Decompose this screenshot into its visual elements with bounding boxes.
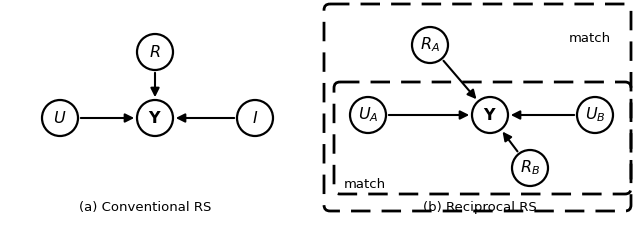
Circle shape: [472, 97, 508, 133]
Circle shape: [412, 27, 448, 63]
Circle shape: [512, 150, 548, 186]
Text: $\mathbf{Y}$: $\mathbf{Y}$: [483, 107, 497, 123]
Circle shape: [137, 34, 173, 70]
Text: $U_{B}$: $U_{B}$: [585, 106, 605, 124]
Text: $R_{B}$: $R_{B}$: [520, 159, 540, 177]
Text: match: match: [344, 178, 386, 191]
Text: match: match: [569, 32, 611, 45]
Text: (a) Conventional RS: (a) Conventional RS: [79, 202, 211, 214]
Text: $\mathbf{Y}$: $\mathbf{Y}$: [148, 110, 162, 126]
Circle shape: [237, 100, 273, 136]
Text: (b) Reciprocal RS: (b) Reciprocal RS: [423, 202, 537, 214]
Circle shape: [137, 100, 173, 136]
Circle shape: [350, 97, 386, 133]
Text: $U_{A}$: $U_{A}$: [358, 106, 378, 124]
Text: $R_{A}$: $R_{A}$: [420, 36, 440, 54]
Text: $R$: $R$: [149, 44, 161, 60]
Text: $U$: $U$: [53, 110, 67, 126]
Circle shape: [42, 100, 78, 136]
Text: $I$: $I$: [252, 110, 258, 126]
Circle shape: [577, 97, 613, 133]
